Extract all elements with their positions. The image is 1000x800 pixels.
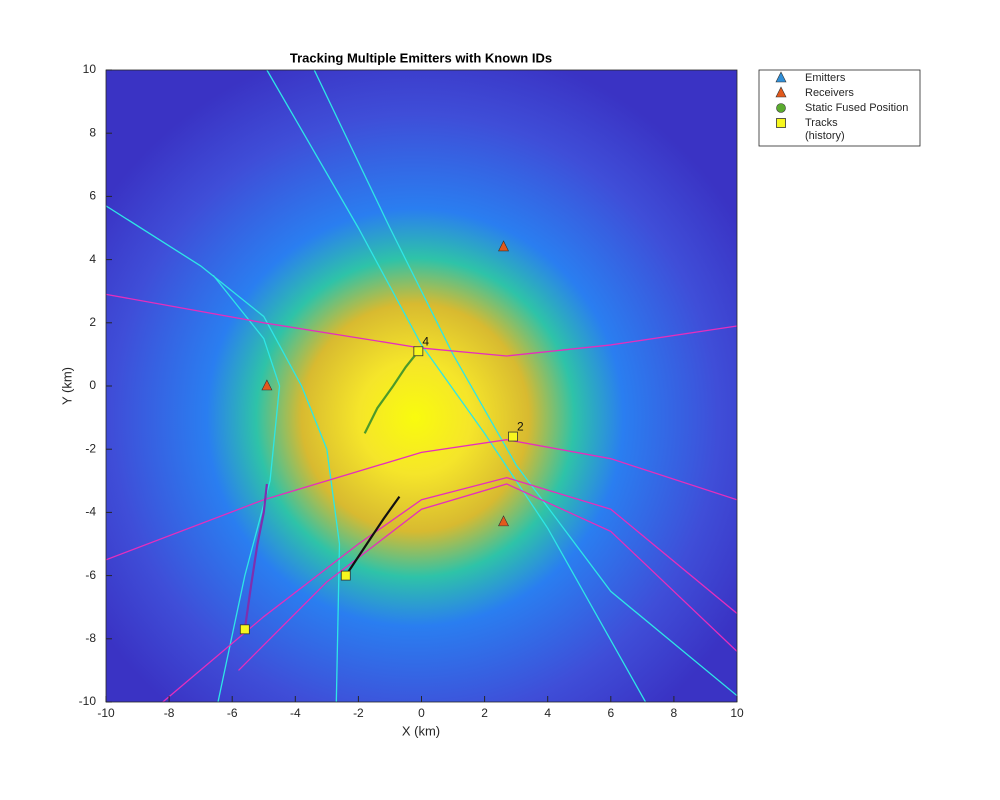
x-tick-label: -6 <box>227 706 238 720</box>
hyperbola <box>212 274 281 702</box>
marker <box>776 118 786 128</box>
track-label: 4 <box>422 334 429 348</box>
x-tick-label: -10 <box>97 706 115 720</box>
y-tick-label: 6 <box>89 189 96 203</box>
x-tick-label: -8 <box>164 706 175 720</box>
legend: Emitters Receivers Static Fused Position Tr… <box>775 71 908 142</box>
hyperbola <box>313 70 737 697</box>
x-axis-label: X (km) <box>402 723 440 738</box>
legend-label: Receivers <box>805 87 854 99</box>
track-history <box>363 350 420 434</box>
marker <box>775 71 787 83</box>
legend-label: Emitters <box>805 72 846 84</box>
marker <box>775 86 787 98</box>
marker <box>340 570 351 581</box>
y-tick-label: 2 <box>89 315 96 329</box>
legend-label: Static Fused Position <box>805 102 908 114</box>
x-tick-label: 6 <box>607 706 614 720</box>
heatmap <box>106 70 737 702</box>
y-tick-label: 10 <box>83 62 97 76</box>
marker <box>498 515 510 527</box>
marker <box>508 431 518 442</box>
y-tick-label: -8 <box>85 631 96 645</box>
hyperbola <box>238 483 737 671</box>
legend-box <box>758 69 921 147</box>
x-tick-label: 4 <box>544 706 551 720</box>
plot-area: 42 <box>106 70 737 702</box>
y-tick-label: 4 <box>89 252 96 266</box>
hyperbola <box>106 439 737 561</box>
marker <box>239 624 250 635</box>
x-tick-label: 8 <box>671 706 678 720</box>
marker <box>413 346 424 357</box>
y-tick-label: -2 <box>85 441 96 455</box>
track-label: 2 <box>517 420 524 434</box>
marker <box>498 240 510 252</box>
x-tick-label: -4 <box>290 706 301 720</box>
y-axis-label: Y (km) <box>59 367 74 405</box>
track-history <box>243 483 268 630</box>
chart-title: Tracking Multiple Emitters with Known ID… <box>290 50 552 65</box>
y-tick-label: -10 <box>79 694 97 708</box>
track-history <box>344 495 401 577</box>
hyperbola <box>106 293 737 357</box>
marker <box>776 103 786 113</box>
legend-note: (history) <box>805 130 845 142</box>
y-tick-label: 8 <box>89 125 96 139</box>
y-tick-label: 0 <box>89 378 96 392</box>
x-tick-label: -2 <box>353 706 364 720</box>
hyperbola <box>266 70 647 702</box>
y-tick-label: -4 <box>85 505 96 519</box>
hyperbola <box>106 205 341 702</box>
x-tick-label: 2 <box>481 706 488 720</box>
x-tick-label: 0 <box>418 706 425 720</box>
x-tick-label: 10 <box>730 706 744 720</box>
y-tick-label: -6 <box>85 568 96 582</box>
legend-label: Tracks <box>805 117 838 129</box>
hyperbola <box>162 476 737 702</box>
marker <box>261 379 273 391</box>
